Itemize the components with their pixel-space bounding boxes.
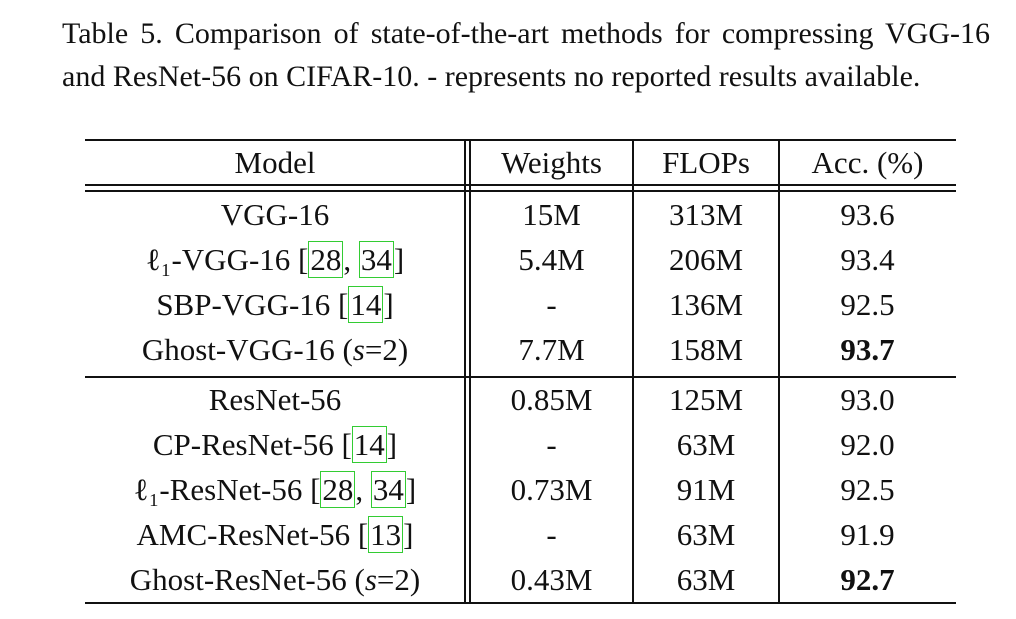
citation: 14	[351, 426, 387, 463]
model-text: ]	[383, 287, 394, 322]
model-text: ]	[403, 517, 414, 552]
model-text: CP-ResNet-56 [	[152, 427, 352, 462]
model-text: s	[352, 332, 365, 367]
model-cell: CP-ResNet-56 [14]	[85, 422, 465, 467]
weights-cell: 0.73M	[510, 472, 593, 507]
rule	[85, 139, 956, 141]
model-text: Ghost-ResNet-56 (	[129, 562, 365, 597]
weights-cell: 0.85M	[510, 382, 593, 417]
model-text: ℓ₁-VGG-16 [	[145, 242, 309, 277]
header-cell: Model	[234, 145, 316, 180]
model-text: =2)	[364, 332, 409, 367]
caption: Table 5. Comparison of state-of-the-art …	[62, 17, 990, 93]
flops-cell: 125M	[668, 382, 744, 417]
model-text: SBP-VGG-16 [	[156, 287, 349, 322]
citation: 13	[368, 516, 404, 553]
acc-cell: 92.5	[840, 287, 895, 322]
model-text: ResNet-56	[208, 382, 342, 417]
weights-cell: -	[546, 287, 557, 322]
header-cell: FLOPs	[662, 145, 750, 180]
model-cell: Ghost-ResNet-56 (s=2)	[85, 557, 465, 602]
model-text: AMC-ResNet-56 [	[136, 517, 369, 552]
model-text: s	[364, 562, 377, 597]
column-rule	[778, 140, 780, 604]
model-cell: AMC-ResNet-56 [13]	[85, 512, 465, 557]
citation: 34	[358, 241, 394, 278]
model-text: VGG-16	[220, 197, 330, 232]
citation: 28	[320, 471, 356, 508]
header-cell: Weights	[501, 145, 602, 180]
model-cell: Ghost-VGG-16 (s=2)	[85, 327, 465, 372]
flops-cell: 313M	[668, 197, 744, 232]
model-text: ]	[405, 472, 417, 507]
flops-cell: 63M	[676, 517, 736, 552]
rule	[85, 602, 956, 604]
model-text: ]	[386, 427, 398, 462]
weights-cell: -	[546, 427, 557, 462]
acc-cell: 92.7	[840, 562, 895, 597]
weights-cell: 0.43M	[510, 562, 593, 597]
model-cell: ℓ₁-ResNet-56 [28, 34]	[85, 467, 465, 512]
model-cell: ℓ₁-VGG-16 [28, 34]	[85, 237, 465, 282]
model-text: Ghost-VGG-16 (	[141, 332, 353, 367]
column-rule	[469, 140, 471, 604]
flops-cell: 158M	[668, 332, 744, 367]
acc-cell: 92.0	[840, 427, 895, 462]
acc-cell: 91.9	[840, 517, 895, 552]
acc-cell: 93.0	[840, 382, 895, 417]
model-text: ,	[355, 472, 371, 507]
column-rule	[632, 140, 634, 604]
citation: 14	[348, 286, 384, 323]
acc-cell: 93.6	[840, 197, 895, 232]
model-text: ℓ₁-ResNet-56 [	[133, 472, 321, 507]
rule	[85, 376, 956, 378]
weights-cell: -	[546, 517, 557, 552]
acc-cell: 92.5	[840, 472, 895, 507]
model-text: ,	[343, 242, 359, 277]
flops-cell: 63M	[676, 562, 736, 597]
acc-cell: 93.7	[840, 332, 895, 367]
weights-cell: 5.4M	[518, 242, 585, 277]
rule	[85, 184, 956, 186]
citation: 34	[370, 471, 406, 508]
model-text: =2)	[376, 562, 421, 597]
column-rule	[464, 140, 466, 604]
citation: 28	[308, 241, 344, 278]
weights-cell: 7.7M	[518, 332, 585, 367]
flops-cell: 136M	[668, 287, 744, 322]
weights-cell: 15M	[522, 197, 581, 232]
model-text: ]	[393, 242, 405, 277]
model-cell: SBP-VGG-16 [14]	[85, 282, 465, 327]
header-cell: Acc. (%)	[811, 145, 924, 180]
acc-cell: 93.4	[840, 242, 895, 277]
rule	[85, 190, 956, 192]
flops-cell: 63M	[676, 427, 736, 462]
flops-cell: 91M	[676, 472, 736, 507]
model-cell: ResNet-56	[85, 377, 465, 422]
flops-cell: 206M	[668, 242, 744, 277]
model-cell: VGG-16	[85, 192, 465, 237]
